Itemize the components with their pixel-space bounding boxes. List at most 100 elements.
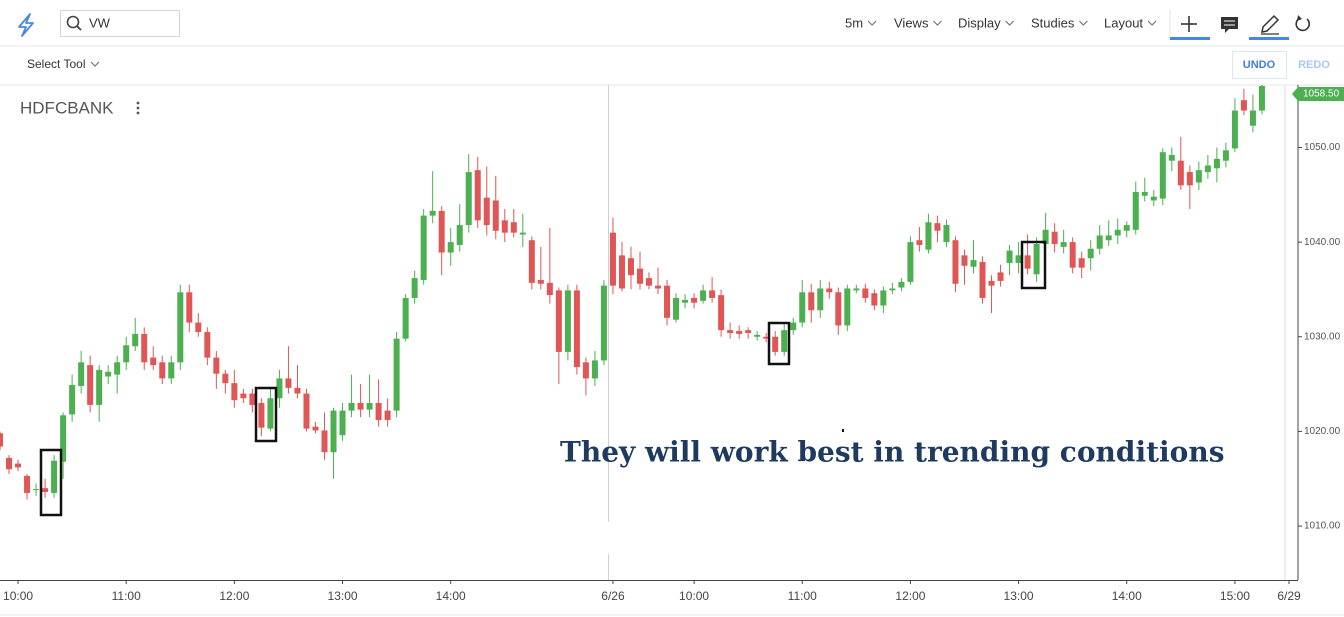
y-tick-label: 1050.00 bbox=[1304, 142, 1341, 153]
candle-body bbox=[411, 278, 418, 298]
search-box[interactable] bbox=[60, 10, 180, 37]
candle-body bbox=[907, 242, 914, 282]
candle-body bbox=[321, 430, 328, 453]
candle-body bbox=[186, 292, 193, 323]
y-tick-label: 1040.00 bbox=[1304, 237, 1341, 248]
caret bbox=[90, 61, 100, 67]
x-tick-label: 11:00 bbox=[112, 589, 141, 603]
x-tick-label: 6/26 bbox=[601, 589, 625, 603]
candle-body bbox=[132, 333, 139, 347]
y-tick-label: 1030.00 bbox=[1304, 331, 1341, 342]
highlight-box bbox=[254, 386, 278, 443]
candle-body bbox=[781, 330, 788, 352]
caret bbox=[933, 20, 942, 26]
y-tick-label: 1020.00 bbox=[1304, 426, 1341, 437]
candle-body bbox=[961, 255, 968, 266]
caret bbox=[1005, 20, 1015, 26]
candle-body bbox=[96, 369, 103, 405]
candle-body bbox=[285, 378, 292, 388]
candle-body bbox=[114, 362, 121, 375]
menu-item[interactable]: Layout bbox=[1104, 15, 1143, 30]
caret bbox=[1147, 20, 1157, 26]
candle-body bbox=[1015, 255, 1022, 263]
highlight-box bbox=[1020, 240, 1047, 290]
reset-icon[interactable] bbox=[1295, 17, 1310, 32]
candle-body bbox=[790, 322, 797, 331]
more-icon bbox=[136, 106, 140, 110]
x-tick-label: 12:00 bbox=[219, 589, 249, 603]
menu-item[interactable]: Studies bbox=[1031, 15, 1075, 30]
candle-body bbox=[573, 290, 580, 368]
candle-body bbox=[312, 426, 319, 431]
candle-body bbox=[105, 371, 112, 377]
candle-body bbox=[952, 240, 959, 284]
candle-body bbox=[1060, 242, 1067, 247]
candle-body bbox=[1177, 160, 1184, 186]
menu-item[interactable]: Views bbox=[894, 15, 929, 30]
menu-item[interactable]: Display bbox=[958, 15, 1001, 30]
menu-item[interactable]: 5m bbox=[845, 15, 863, 30]
active-underline bbox=[1249, 37, 1289, 40]
candle-body bbox=[808, 292, 815, 311]
candle-body bbox=[844, 288, 851, 326]
candle-body bbox=[1042, 229, 1049, 245]
candle-body bbox=[862, 288, 869, 298]
more-icon[interactable] bbox=[136, 101, 140, 105]
candle-body bbox=[979, 261, 986, 298]
candle-body bbox=[51, 460, 58, 493]
redo-label[interactable]: REDO bbox=[1298, 59, 1330, 71]
search-icon bbox=[66, 15, 80, 29]
candle-body bbox=[501, 220, 508, 233]
x-tick-label: 6/29 bbox=[1277, 589, 1301, 603]
candle-body bbox=[988, 280, 995, 286]
x-tick-label: 12:00 bbox=[895, 589, 925, 603]
candle-body bbox=[772, 336, 779, 352]
candle-body bbox=[384, 410, 391, 421]
x-tick-label: 10:00 bbox=[3, 589, 33, 603]
logo[interactable] bbox=[18, 13, 34, 37]
candle-body bbox=[1186, 172, 1193, 186]
candle-body bbox=[141, 333, 148, 363]
undo-label: UNDO bbox=[1243, 59, 1276, 71]
dot bbox=[842, 429, 844, 432]
candle-body bbox=[736, 331, 743, 334]
candle-body bbox=[231, 383, 238, 401]
candle-body bbox=[636, 268, 643, 284]
x-tick-label: 10:00 bbox=[679, 589, 709, 603]
search-text: VW bbox=[89, 15, 111, 30]
candle-body bbox=[483, 197, 490, 226]
candle-body bbox=[582, 362, 589, 379]
select-tool[interactable]: Select Tool bbox=[27, 57, 85, 71]
candle-body bbox=[898, 281, 905, 288]
undo-button[interactable] bbox=[1232, 51, 1287, 79]
candle-body bbox=[943, 225, 950, 243]
candle-body bbox=[294, 387, 301, 394]
candle-body bbox=[664, 285, 671, 318]
last-price-label: 1058.50 bbox=[1303, 89, 1340, 100]
candle-body bbox=[1249, 110, 1256, 126]
candle-body bbox=[402, 297, 409, 339]
candle-body bbox=[1150, 196, 1157, 201]
candle-body bbox=[591, 360, 598, 379]
candle-body bbox=[646, 278, 653, 286]
candle-body bbox=[1123, 225, 1130, 231]
candle-body bbox=[78, 362, 85, 386]
candle-body bbox=[303, 393, 310, 429]
candle-body bbox=[1006, 250, 1013, 263]
candle-body bbox=[1159, 152, 1166, 199]
highlight-box bbox=[767, 321, 791, 366]
candle-body bbox=[916, 240, 923, 245]
draw-icon[interactable] bbox=[1261, 14, 1280, 33]
reset-icon bbox=[1297, 15, 1302, 21]
more-icon bbox=[136, 111, 140, 115]
candle-body bbox=[1240, 100, 1247, 111]
x-tick-label: 13:00 bbox=[328, 589, 358, 603]
candle-body bbox=[682, 299, 689, 303]
candle-body bbox=[0, 433, 4, 447]
candle-body bbox=[159, 362, 166, 379]
candle-body bbox=[240, 393, 247, 399]
candle-body bbox=[330, 410, 337, 453]
candle-body bbox=[429, 210, 436, 216]
candle-body bbox=[177, 292, 184, 363]
